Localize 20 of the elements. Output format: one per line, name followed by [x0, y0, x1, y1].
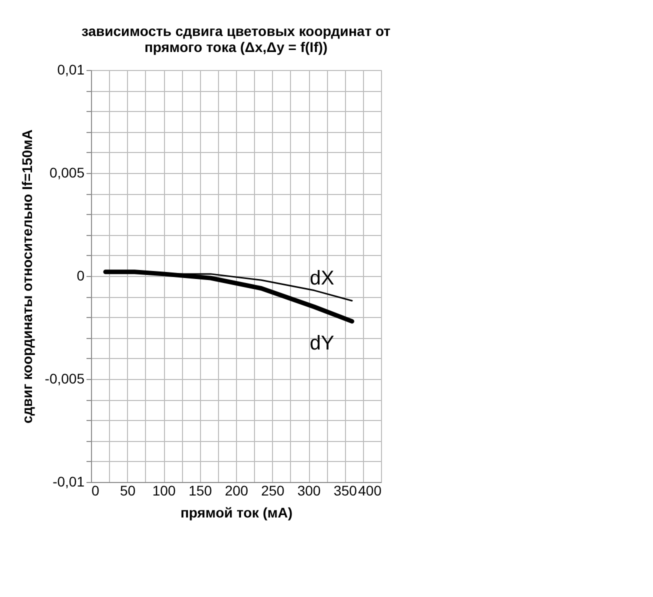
x-axis-title: прямой ток (мА): [180, 504, 293, 520]
y-tick-label: -0,01: [52, 474, 85, 490]
series-label: dY: [310, 332, 334, 354]
x-tick-label: 400: [358, 482, 382, 498]
x-tick-label: 100: [152, 482, 176, 498]
y-tick-label: 0,005: [49, 164, 85, 180]
x-tick-label: 150: [188, 482, 212, 498]
x-tick-label: 250: [261, 482, 285, 498]
x-tick-label: 200: [224, 482, 248, 498]
text: зависимость сдвига цветовых координат от: [82, 23, 390, 39]
x-tick-label: 300: [297, 482, 321, 498]
y-tick-label: 0: [76, 268, 85, 284]
x-tick-label: 350: [334, 482, 358, 498]
y-axis-title: сдвиг координаты относительно If=150мА: [18, 129, 35, 424]
y-tick-label: 0,01: [57, 62, 85, 78]
y-tick-label: -0,005: [44, 370, 85, 386]
x-tick-label: 50: [120, 482, 136, 498]
series-label: dX: [310, 268, 334, 290]
x-tick-label: 0: [92, 482, 100, 498]
text: прямого тока (Δx,Δy = f(If)): [144, 39, 328, 55]
